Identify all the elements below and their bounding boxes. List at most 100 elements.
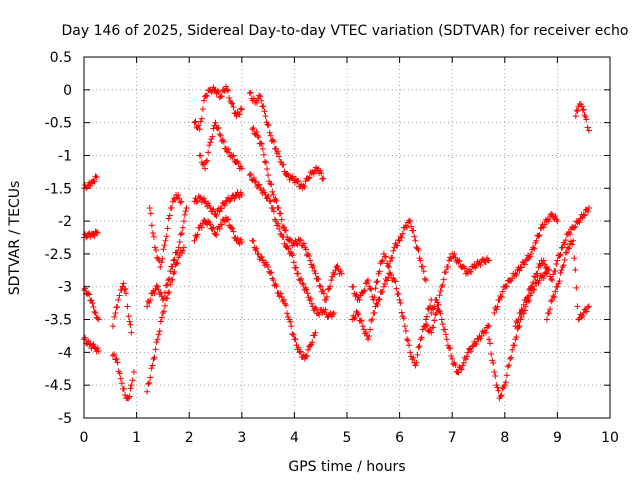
- y-tick-label: -5: [58, 411, 72, 427]
- data-point: [174, 260, 181, 267]
- data-point: [90, 341, 97, 348]
- data-point: [306, 174, 313, 181]
- data-point: [114, 303, 121, 310]
- data-point: [295, 344, 302, 351]
- data-point: [514, 319, 521, 326]
- data-point: [530, 279, 537, 286]
- data-point: [439, 281, 446, 288]
- data-point: [267, 270, 274, 277]
- data-point: [304, 353, 311, 360]
- data-point: [228, 99, 235, 106]
- data-point: [545, 310, 552, 317]
- data-point: [253, 245, 260, 252]
- y-tick-label: -1: [58, 148, 72, 164]
- data-point: [178, 198, 185, 205]
- data-point: [204, 157, 211, 164]
- series-arc-12: [191, 214, 245, 247]
- data-point: [317, 167, 324, 174]
- data-point: [499, 288, 506, 295]
- data-point: [408, 223, 415, 230]
- data-point: [301, 183, 308, 190]
- data-point: [489, 357, 496, 364]
- y-tick-label: -3: [58, 280, 72, 296]
- data-point: [302, 285, 309, 292]
- data-point: [486, 323, 493, 330]
- data-point: [501, 382, 508, 389]
- tick-labels: 0 1 2 3 4 5 6 7 8 9 10 0.5 0 -0.5 -1 -1.5 -2 -2.5 -3 -3.5 -4…: [45, 50, 619, 446]
- data-point: [296, 237, 303, 244]
- data-point: [494, 303, 501, 310]
- y-tick-label: -2: [58, 214, 72, 230]
- data-point: [146, 299, 153, 306]
- data-point: [562, 237, 569, 244]
- data-point: [175, 192, 182, 199]
- data-point: [515, 316, 522, 323]
- data-point: [379, 288, 386, 295]
- data-point: [497, 393, 504, 400]
- data-point: [556, 252, 563, 259]
- data-point: [430, 306, 437, 313]
- data-point: [419, 263, 426, 270]
- data-point: [279, 223, 286, 230]
- data-point: [430, 324, 437, 331]
- data-point: [236, 111, 243, 118]
- data-point: [179, 247, 186, 254]
- data-point: [118, 286, 125, 293]
- data-point: [171, 269, 178, 276]
- x-tick-label: 7: [448, 430, 457, 446]
- data-point: [191, 237, 198, 244]
- data-point: [165, 215, 172, 222]
- data-point: [155, 331, 162, 338]
- data-point: [437, 288, 444, 295]
- data-point: [264, 121, 271, 128]
- data-point: [328, 277, 335, 284]
- data-point: [93, 174, 100, 181]
- data-point: [425, 306, 432, 313]
- data-point: [535, 233, 542, 240]
- data-point: [270, 191, 277, 198]
- data-point: [414, 245, 421, 252]
- data-point: [506, 362, 513, 369]
- y-tick-label: -4: [58, 345, 72, 361]
- data-point: [147, 374, 154, 381]
- data-point: [569, 241, 576, 248]
- y-tick-label: -2.5: [45, 247, 72, 263]
- data-point: [422, 323, 429, 330]
- data-point: [126, 393, 133, 400]
- data-point: [576, 219, 583, 226]
- data-point: [85, 290, 92, 297]
- data-point: [451, 251, 458, 258]
- data-point: [91, 308, 98, 315]
- y-tick-label: -1.5: [45, 181, 72, 197]
- data-point: [296, 349, 303, 356]
- data-point: [327, 283, 334, 290]
- data-point: [410, 227, 417, 234]
- data-point: [495, 387, 502, 394]
- data-point: [153, 282, 160, 289]
- data-point: [305, 175, 312, 182]
- data-point: [192, 118, 199, 125]
- data-point: [571, 224, 578, 231]
- data-point: [554, 283, 561, 290]
- data-point: [552, 213, 559, 220]
- data-point: [181, 211, 188, 218]
- data-point: [262, 191, 269, 198]
- data-point: [574, 108, 581, 115]
- data-point: [367, 326, 374, 333]
- data-point: [498, 294, 505, 301]
- data-point: [167, 281, 174, 288]
- data-point: [374, 301, 381, 308]
- data-point: [518, 313, 525, 320]
- data-point: [522, 257, 529, 264]
- data-marks: [81, 83, 592, 402]
- data-point: [210, 206, 217, 213]
- data-point: [317, 283, 324, 290]
- data-point: [385, 274, 392, 281]
- data-point: [418, 334, 425, 341]
- data-point: [306, 253, 313, 260]
- data-point: [561, 256, 568, 263]
- data-point: [304, 290, 311, 297]
- series-arc-3: [81, 285, 102, 323]
- data-point: [298, 275, 305, 282]
- data-point: [290, 259, 297, 266]
